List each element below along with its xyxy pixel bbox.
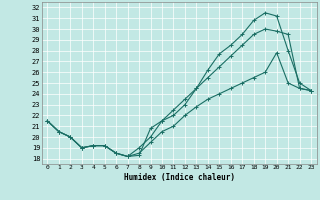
X-axis label: Humidex (Indice chaleur): Humidex (Indice chaleur) (124, 173, 235, 182)
